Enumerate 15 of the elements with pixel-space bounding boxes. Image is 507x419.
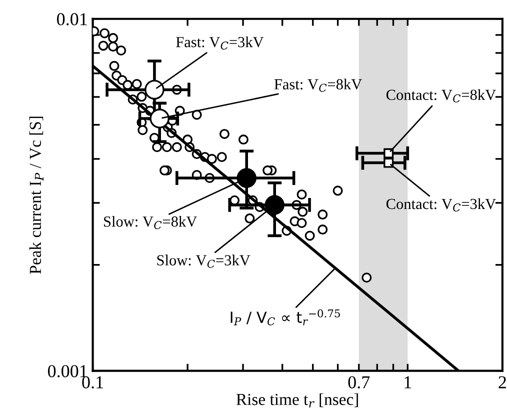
annotation: I$_{P}$ / V$_{C}$ ∝ t$_{r}$$^{−0.75}$ <box>230 309 340 326</box>
x-tick-label: 2 <box>498 376 506 388</box>
y-tick-label: 0.001 <box>48 365 87 378</box>
x-tick-label: 0.1 <box>82 376 103 388</box>
x-axis-title: Rise time t$_{r}$ [nsec] <box>236 393 358 408</box>
x-tick-label: 0.7 <box>348 376 370 388</box>
annotation: Fast: V$_{C}$=8kV <box>274 78 362 92</box>
y-axis-title: Peak current I$_{P}$ / Vc [S] <box>29 116 44 274</box>
annotation: Slow: V$_{C}$=8kV <box>104 216 197 230</box>
annotation: Contact: V$_{C}$=8kV <box>386 89 496 102</box>
y-tick-label: 0.01 <box>57 13 87 26</box>
annotation: Slow: V$_{C}$=3kV <box>157 254 250 268</box>
x-tick-label: 1 <box>404 376 412 388</box>
annotation: Contact: V$_{C}$=3kV <box>386 198 496 212</box>
annotation: Fast: V$_{C}$=3kV <box>176 36 264 50</box>
